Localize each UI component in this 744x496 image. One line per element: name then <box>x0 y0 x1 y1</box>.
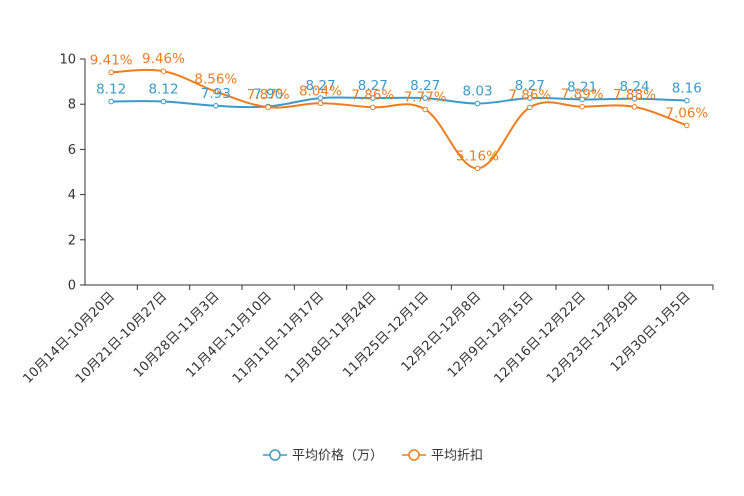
data-label: 5.16% <box>456 148 499 164</box>
y-tick-label: 4 <box>68 188 76 203</box>
data-label: 9.46% <box>142 51 185 67</box>
data-label: 7.89% <box>561 87 604 103</box>
data-label: 7.06% <box>665 105 708 121</box>
x-tick-label: 11月11日-11月17日 <box>230 289 327 386</box>
data-point <box>474 165 481 172</box>
y-tick-label: 6 <box>68 143 76 158</box>
data-point <box>631 104 638 110</box>
data-point <box>422 95 428 101</box>
data-label: 8.27 <box>410 78 440 94</box>
data-point <box>474 100 481 107</box>
data-point <box>579 96 585 103</box>
legend-label-1: 平均价格（万） <box>292 448 383 464</box>
data-label: 7.88% <box>613 87 656 103</box>
data-point <box>317 100 324 107</box>
y-tick-label: 2 <box>68 233 76 248</box>
legend-label-2: 平均折扣 <box>431 449 483 464</box>
data-label: 7.93 <box>201 86 231 102</box>
data-point <box>684 97 690 104</box>
data-label: 9.41% <box>90 52 133 68</box>
data-point <box>370 95 376 101</box>
legend-marker-1 <box>269 449 281 461</box>
data-point <box>631 95 638 102</box>
data-point <box>108 69 114 76</box>
series-line-1 <box>110 96 688 109</box>
data-point <box>527 95 533 101</box>
y-tick-label: 0 <box>68 279 76 294</box>
x-tick-label: 10月21日-10月27日 <box>73 289 170 386</box>
x-tick-label: 11月18日-11月24日 <box>282 289 379 386</box>
data-label: 8.12 <box>96 81 126 97</box>
series-labels-group: 8.12 8.12 7.93 7.90 8.27 8.27 8.27 8.03 8.27 8.21… <box>90 51 709 164</box>
data-label: 7.86% <box>508 87 551 103</box>
y-tick-label: 8 <box>68 98 76 113</box>
data-point <box>317 95 324 101</box>
data-label: 8.03 <box>462 84 492 100</box>
data-point <box>213 88 219 95</box>
x-tick-label: 10月14日-10月20日 <box>21 289 118 386</box>
data-label: 8.27 <box>515 78 545 94</box>
y-tick-label: 10 <box>59 53 76 68</box>
data-label: 7.87% <box>247 87 290 103</box>
data-point <box>422 106 428 113</box>
data-label: 8.16 <box>672 81 702 97</box>
data-label: 8.21 <box>567 79 597 95</box>
series-points-group <box>108 68 690 172</box>
data-point <box>160 68 167 75</box>
data-label: 7.77% <box>404 89 447 105</box>
data-point <box>370 104 376 111</box>
data-label: 7.90 <box>253 86 283 102</box>
data-point <box>684 122 690 129</box>
legend-marker-2 <box>408 449 420 461</box>
data-label: 7.86% <box>351 87 394 103</box>
data-point <box>108 98 114 105</box>
data-label: 8.04% <box>299 83 342 99</box>
data-label: 8.27 <box>305 78 335 94</box>
data-point <box>265 104 271 110</box>
x-tick-label: 12月16日-12月22日 <box>492 289 589 386</box>
data-point <box>579 103 585 110</box>
legend: 平均价格（万） 平均折扣 <box>263 448 483 464</box>
data-point <box>527 104 533 111</box>
data-label: 8.24 <box>619 79 649 95</box>
data-point <box>213 102 219 109</box>
data-label: 8.27 <box>358 78 388 94</box>
x-tick-label: 12月23日-12月29日 <box>544 289 641 386</box>
data-label: 8.56% <box>194 72 237 88</box>
data-label: 8.12 <box>148 81 178 97</box>
data-point <box>160 98 167 105</box>
